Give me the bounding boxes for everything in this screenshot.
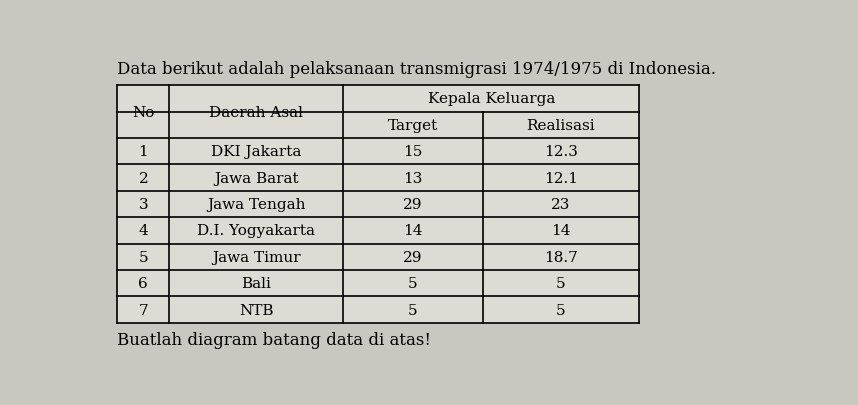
Text: 5: 5 (408, 277, 418, 290)
Bar (343, 139, 482, 165)
Bar (118, 112, 169, 139)
Bar (482, 139, 639, 165)
Text: Realisasi: Realisasi (527, 119, 595, 132)
Bar (169, 112, 343, 139)
Bar (118, 165, 169, 191)
Text: Data berikut adalah pelaksanaan transmigrasi 1974/1975 di Indonesia.: Data berikut adalah pelaksanaan transmig… (118, 61, 716, 78)
Text: 5: 5 (556, 303, 565, 317)
Bar (169, 218, 343, 244)
Text: Jawa Tengah: Jawa Tengah (207, 198, 305, 211)
Bar (118, 139, 169, 165)
Bar (169, 191, 343, 218)
Bar (169, 139, 343, 165)
Text: 7: 7 (138, 303, 148, 317)
Bar (482, 244, 639, 271)
Bar (118, 191, 169, 218)
Bar (118, 218, 169, 244)
Text: 12.3: 12.3 (544, 145, 577, 159)
Text: Jawa Barat: Jawa Barat (214, 171, 299, 185)
Text: D.I. Yogyakarta: D.I. Yogyakarta (197, 224, 316, 238)
Text: 15: 15 (403, 145, 423, 159)
Text: 1: 1 (138, 145, 148, 159)
Bar (482, 297, 639, 323)
Bar (482, 271, 639, 297)
Text: 29: 29 (403, 250, 423, 264)
Bar (118, 244, 169, 271)
Text: 3: 3 (138, 198, 148, 211)
Text: 14: 14 (551, 224, 571, 238)
Text: 4: 4 (138, 224, 148, 238)
Bar (169, 244, 343, 271)
Bar (169, 271, 343, 297)
Text: Target: Target (388, 119, 438, 132)
Text: 29: 29 (403, 198, 423, 211)
Text: 5: 5 (138, 250, 148, 264)
Bar (343, 165, 482, 191)
Bar (343, 297, 482, 323)
Text: 6: 6 (138, 277, 148, 290)
Text: No: No (132, 105, 154, 119)
Bar (482, 112, 639, 139)
Bar (343, 218, 482, 244)
Text: 5: 5 (408, 303, 418, 317)
Bar (343, 191, 482, 218)
Bar (169, 297, 343, 323)
Text: 14: 14 (403, 224, 423, 238)
Bar (482, 191, 639, 218)
Bar (118, 271, 169, 297)
Bar (343, 271, 482, 297)
Text: Buatlah diagram batang data di atas!: Buatlah diagram batang data di atas! (118, 331, 432, 348)
Text: 5: 5 (556, 277, 565, 290)
Bar (482, 165, 639, 191)
Text: NTB: NTB (239, 303, 274, 317)
Text: 18.7: 18.7 (544, 250, 577, 264)
Bar (118, 297, 169, 323)
Bar (343, 244, 482, 271)
Bar (482, 218, 639, 244)
Bar (343, 86, 482, 112)
Text: DKI Jakarta: DKI Jakarta (211, 145, 302, 159)
Text: Bali: Bali (241, 277, 271, 290)
Bar (169, 165, 343, 191)
Text: 23: 23 (551, 198, 571, 211)
Text: Daerah Asal: Daerah Asal (209, 105, 304, 119)
Text: 2: 2 (138, 171, 148, 185)
Text: 12.1: 12.1 (544, 171, 578, 185)
Bar (118, 86, 169, 112)
Text: 13: 13 (403, 171, 423, 185)
Bar (343, 112, 482, 139)
Text: Kepala Keluarga: Kepala Keluarga (427, 92, 555, 106)
Text: Jawa Timur: Jawa Timur (212, 250, 301, 264)
Bar (169, 86, 343, 112)
Bar (482, 86, 639, 112)
